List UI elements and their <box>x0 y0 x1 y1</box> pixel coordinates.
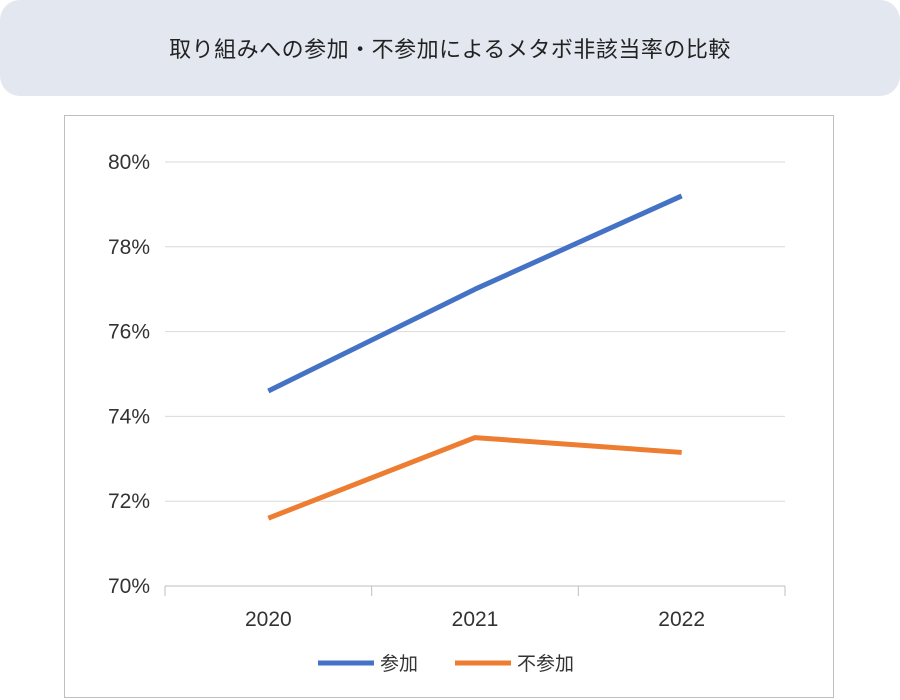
y-tick-label: 78% <box>108 236 150 259</box>
x-tick-label: 2020 <box>245 608 292 631</box>
legend-label: 参加 <box>380 653 418 675</box>
series-line-1 <box>267 193 683 394</box>
y-tick-label: 80% <box>108 151 150 174</box>
chart-title-bar: 取り組みへの参加・不参加によるメタボ非該当率の比較 <box>0 0 900 96</box>
y-tick-label: 74% <box>108 405 150 428</box>
x-tick-label: 2022 <box>658 608 705 631</box>
legend-label: 不参加 <box>517 653 574 675</box>
chart-area <box>64 115 834 698</box>
chart-title: 取り組みへの参加・不参加によるメタボ非該当率の比較 <box>169 38 731 63</box>
y-tick-label: 70% <box>108 575 150 598</box>
y-tick-label: 72% <box>108 490 150 513</box>
x-tick-label: 2021 <box>452 608 499 631</box>
series-line-2 <box>267 435 682 521</box>
y-tick-label: 76% <box>108 321 150 344</box>
